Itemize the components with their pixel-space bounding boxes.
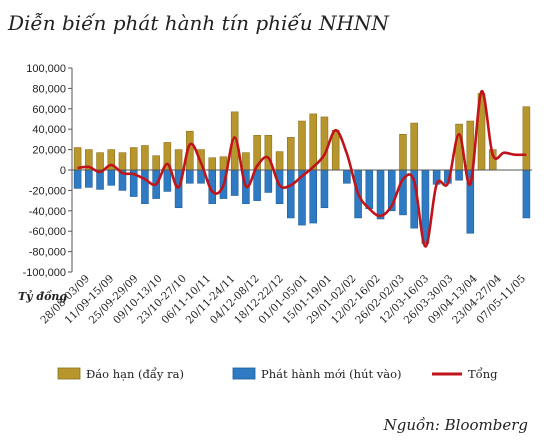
y-axis-ticks: 100,000 80,000 60,000 40,000 20,000 0 -20,000 -… [23,63,72,279]
line-total [77,90,527,248]
bar-maturity [309,113,317,171]
bar-issuance [163,169,172,192]
bar-issuance [343,169,351,184]
y-tick-label: -40,000 [29,206,66,218]
y-tick-label: -60,000 [29,226,66,238]
y-tick-label: 80,000 [32,83,66,95]
legend-label-issuance: Phát hành mới (hút vào) [261,367,402,381]
legend-swatch-issuance [232,367,256,380]
y-axis-label: Tỷ đồng [18,289,67,303]
y-tick-label: 100,000 [26,63,66,75]
bar-maturity [141,145,149,171]
bar-issuance [365,169,374,210]
bar-issuance [455,169,463,181]
bar-issuance [230,169,239,196]
bar-issuance [522,169,531,219]
bar-maturity [208,157,217,171]
y-tick-label: 0 [60,165,66,177]
bar-maturity [399,134,407,171]
legend-label-total: Tổng [468,367,498,381]
bar-issuance [264,169,273,193]
y-tick-label: -20,000 [29,185,66,197]
bar-maturity [152,155,160,171]
bar-maturity [410,122,418,171]
bar-issuance [287,169,295,219]
bar-maturity [522,106,531,171]
series-maturity [73,93,531,171]
bar-maturity [96,152,104,171]
bar-maturity [320,116,329,171]
bar-maturity [174,149,183,171]
series-issuance [73,169,531,244]
bar-issuance [376,169,385,220]
chart-title: Diễn biến phát hành tín phiếu NHNN [7,11,390,35]
y-tick-label: -80,000 [29,247,66,259]
y-tick-label: 20,000 [32,145,66,157]
y-tick-label: -100,000 [23,267,66,279]
bar-issuance [186,169,194,184]
bar-maturity [298,120,306,171]
y-tick-label: 60,000 [32,104,66,116]
bar-maturity [287,137,295,171]
bar-issuance [107,169,116,186]
legend: Đáo hạn (đẩy ra) Phát hành mới (hút vào)… [57,367,498,381]
y-tick-label: 40,000 [32,124,66,136]
x-axis-ticks: 28/08-03/0911/09-15/0925/09-29/0909/10-1… [38,272,528,326]
bar-issuance [141,169,149,204]
bar-issuance [320,169,329,209]
bar-maturity [242,152,250,171]
legend-swatch-maturity [57,367,81,380]
bar-maturity [219,156,228,171]
bar-issuance [309,169,317,224]
source-note: Nguồn: Bloomberg [383,416,528,434]
bar-maturity [331,129,340,171]
legend-label-maturity: Đáo hạn (đẩy ra) [86,367,184,381]
series-total [77,90,527,248]
bar-maturity [129,147,138,171]
bar-maturity [118,152,127,171]
bar-issuance [85,169,93,188]
bar-maturity [275,151,284,171]
bar-issuance [73,169,82,189]
